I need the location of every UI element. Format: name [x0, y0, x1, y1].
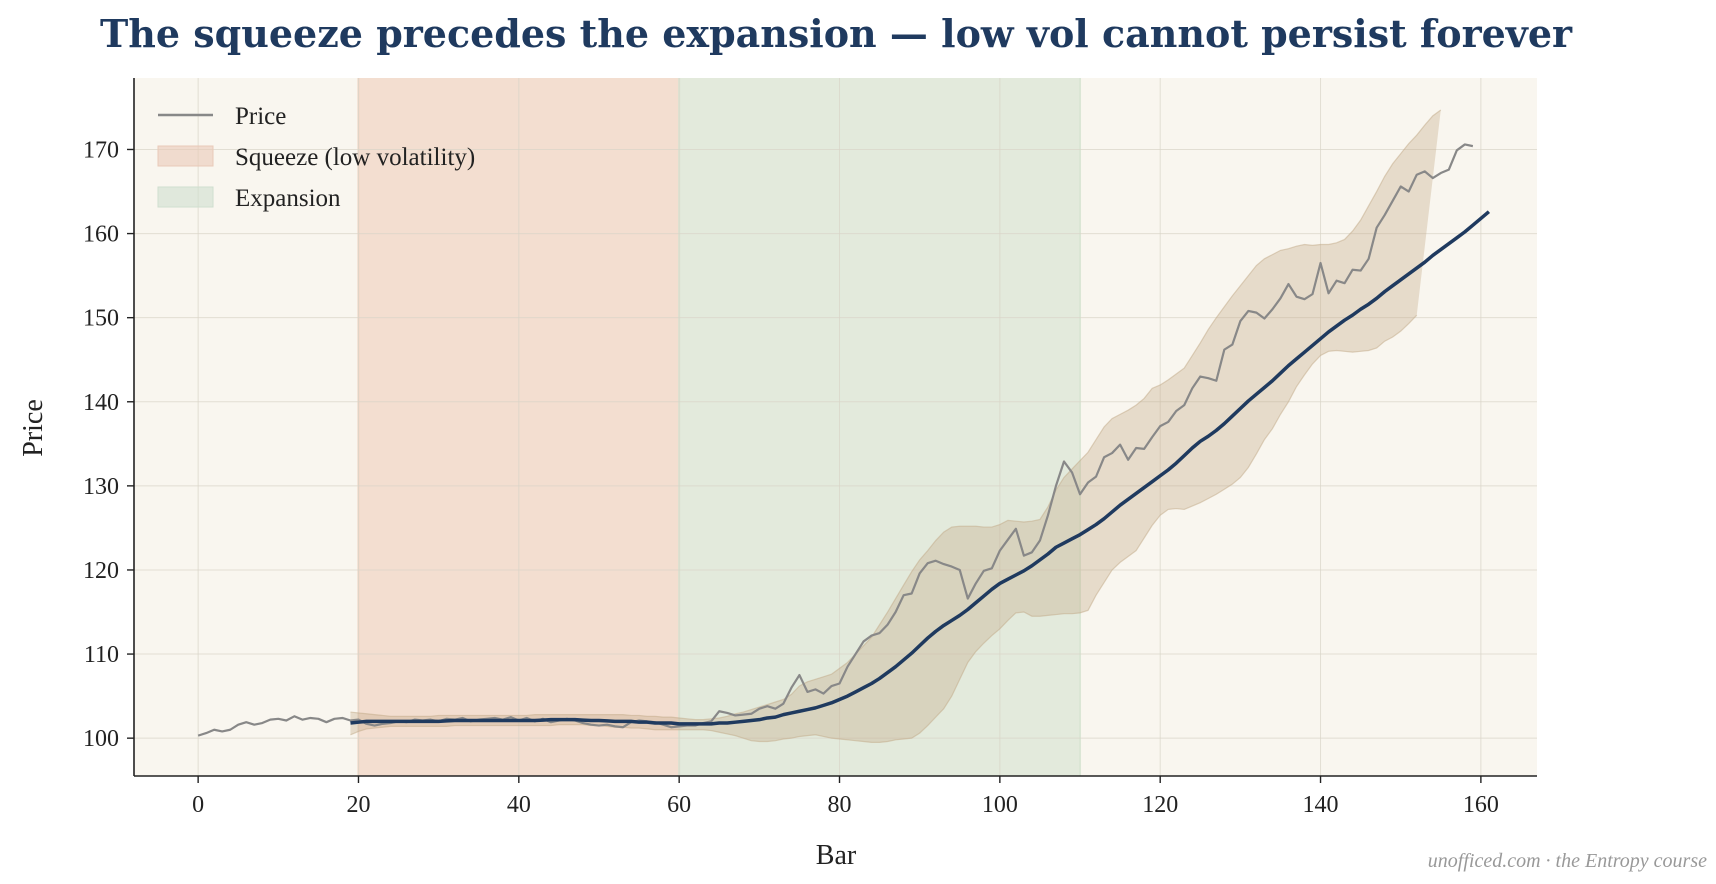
x-tick-label: 60 [667, 792, 691, 818]
region-expansion [679, 78, 1081, 776]
legend-item-expansion-swatch [157, 186, 214, 208]
y-tick-label: 140 [83, 390, 119, 416]
x-tick-label: 160 [1463, 792, 1499, 818]
middle-band-line [350, 210, 1491, 726]
upper-band-line [350, 109, 1442, 721]
y-tick-label: 120 [83, 558, 119, 584]
lower-band-line [350, 314, 1418, 743]
x-tick-label: 20 [346, 792, 370, 818]
regions-layer [357, 78, 1082, 776]
y-tick-label: 110 [84, 642, 119, 668]
y-tick-label: 100 [83, 726, 119, 752]
legend-item-squeeze-low-volatility-label: Squeeze (low volatility) [235, 144, 475, 171]
ticks-layer: 0 20 40 60 80 100 120 140 160 100 110 120 130 140 150 1… [83, 137, 1499, 818]
x-tick-label: 100 [982, 792, 1018, 818]
x-tick-label: 120 [1142, 792, 1178, 818]
y-axis-label: Price [18, 399, 49, 457]
y-tick-label: 160 [83, 222, 119, 248]
watermark: unofficed.com · the Entropy course [1428, 850, 1707, 872]
legend: Price Squeeze (low volatility) Expansion [157, 103, 475, 212]
x-tick-label: 140 [1303, 792, 1339, 818]
y-tick-label: 130 [83, 474, 119, 500]
series-layer [197, 109, 1491, 743]
y-tick-label: 150 [83, 306, 119, 332]
grid-layer [134, 78, 1537, 776]
chart-title: The squeeze precedes the expansion — low… [100, 11, 1573, 56]
axes-layer [133, 78, 1537, 777]
x-axis-label: Bar [816, 840, 857, 871]
legend-item-expansion-label: Expansion [235, 185, 341, 212]
x-tick-label: 0 [192, 792, 204, 818]
x-tick-label: 40 [507, 792, 531, 818]
y-tick-label: 170 [83, 137, 119, 163]
legend-item-squeeze-low-volatility-swatch [157, 145, 214, 167]
x-tick-label: 80 [828, 792, 852, 818]
legend-item-price-label: Price [235, 103, 286, 130]
